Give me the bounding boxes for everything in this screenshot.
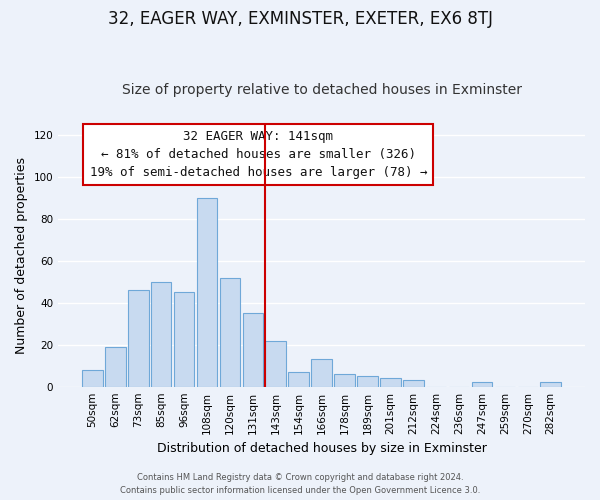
Bar bbox=[82, 370, 103, 386]
Bar bbox=[380, 378, 401, 386]
Bar bbox=[289, 372, 309, 386]
Text: Contains HM Land Registry data © Crown copyright and database right 2024.
Contai: Contains HM Land Registry data © Crown c… bbox=[120, 474, 480, 495]
Bar bbox=[128, 290, 149, 386]
Bar bbox=[105, 347, 125, 387]
Y-axis label: Number of detached properties: Number of detached properties bbox=[15, 157, 28, 354]
Bar bbox=[242, 314, 263, 386]
Bar bbox=[197, 198, 217, 386]
Bar bbox=[334, 374, 355, 386]
Bar bbox=[151, 282, 172, 387]
Text: 32 EAGER WAY: 141sqm
← 81% of detached houses are smaller (326)
19% of semi-deta: 32 EAGER WAY: 141sqm ← 81% of detached h… bbox=[89, 130, 427, 179]
Bar bbox=[265, 340, 286, 386]
Bar bbox=[472, 382, 493, 386]
Text: 32, EAGER WAY, EXMINSTER, EXETER, EX6 8TJ: 32, EAGER WAY, EXMINSTER, EXETER, EX6 8T… bbox=[107, 10, 493, 28]
Title: Size of property relative to detached houses in Exminster: Size of property relative to detached ho… bbox=[122, 83, 521, 97]
Bar bbox=[403, 380, 424, 386]
X-axis label: Distribution of detached houses by size in Exminster: Distribution of detached houses by size … bbox=[157, 442, 487, 455]
Bar bbox=[220, 278, 240, 386]
Bar bbox=[174, 292, 194, 386]
Bar bbox=[357, 376, 378, 386]
Bar bbox=[311, 360, 332, 386]
Bar bbox=[541, 382, 561, 386]
